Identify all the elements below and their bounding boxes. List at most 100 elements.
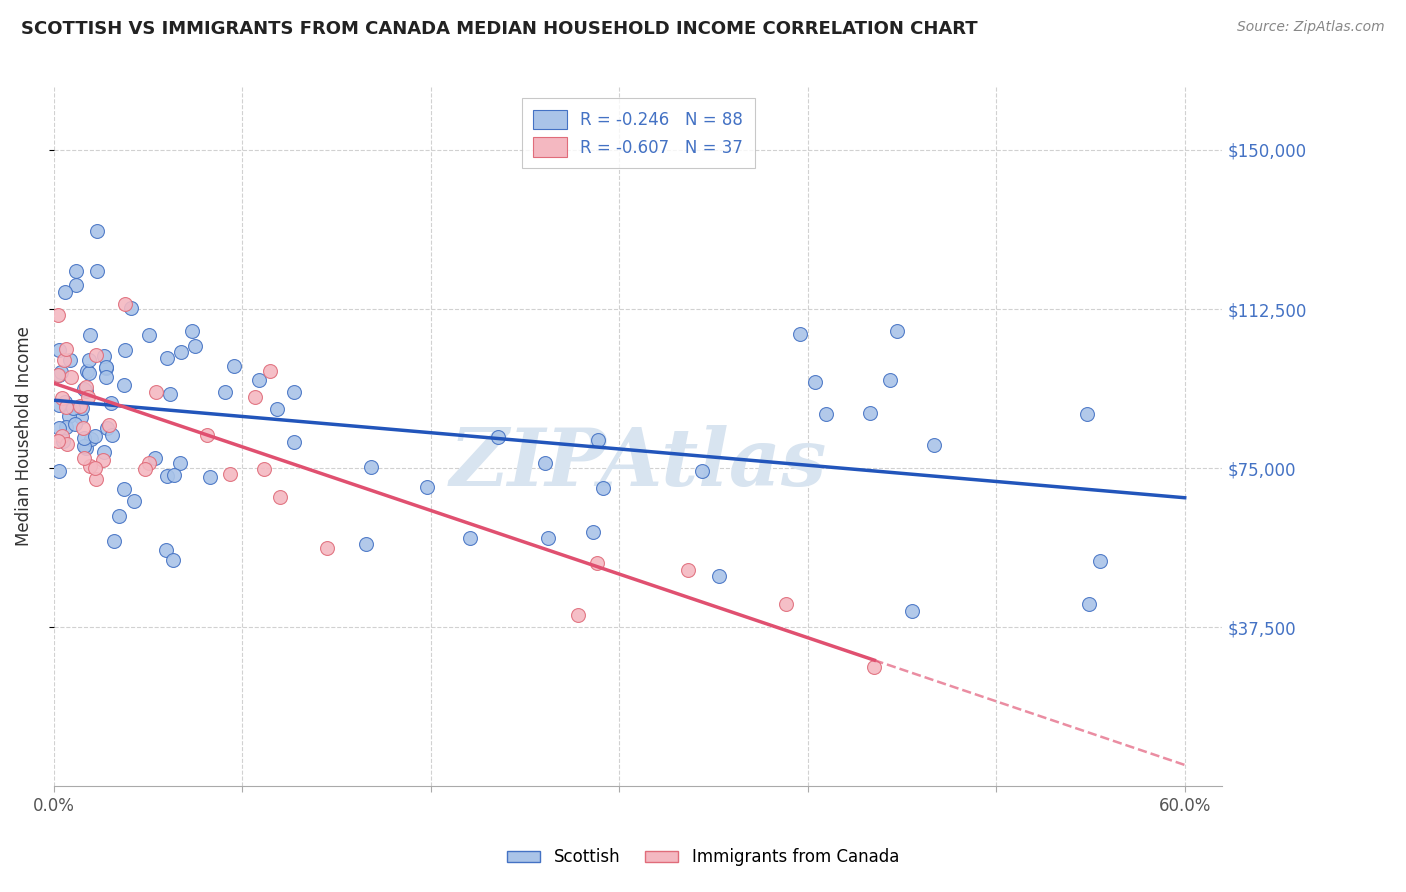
Point: [134, 461, 156, 475]
Point: [266, 402, 288, 417]
Point: [879, 373, 901, 387]
Point: [75, 384, 97, 398]
Point: [79, 459, 101, 474]
Legend: R = -0.246   N = 88, R = -0.607   N = 37: R = -0.246 N = 88, R = -0.607 N = 37: [522, 98, 755, 169]
Point: [243, 390, 266, 404]
Point: [91, 453, 114, 467]
Point: [46, 308, 69, 322]
Point: [537, 531, 560, 545]
Point: [195, 428, 218, 442]
Point: [690, 464, 713, 478]
Point: [143, 451, 166, 466]
Point: [198, 469, 221, 483]
Point: [486, 430, 509, 444]
Point: [73, 382, 96, 396]
Point: [80, 433, 103, 447]
Point: [55, 420, 77, 434]
Point: [533, 457, 555, 471]
Point: [86, 224, 108, 238]
Point: [59, 352, 82, 367]
Point: [316, 541, 339, 556]
Point: [678, 563, 700, 577]
Point: [62, 401, 84, 415]
Point: [585, 556, 607, 570]
Y-axis label: Median Household Income: Median Household Income: [15, 326, 32, 546]
Point: [48, 464, 70, 478]
Point: [84, 460, 107, 475]
Point: [218, 467, 240, 482]
Point: [65, 264, 87, 278]
Point: [100, 396, 122, 410]
Point: [97, 417, 120, 432]
Point: [65, 278, 87, 293]
Point: [247, 373, 270, 387]
Point: [924, 438, 946, 452]
Point: [86, 263, 108, 277]
Point: [56, 437, 79, 451]
Point: [138, 456, 160, 470]
Point: [46, 368, 69, 382]
Point: [112, 377, 135, 392]
Point: [180, 325, 202, 339]
Point: [51, 392, 73, 406]
Point: [804, 376, 827, 390]
Point: [458, 531, 481, 545]
Point: [103, 534, 125, 549]
Point: [76, 364, 98, 378]
Point: [100, 428, 122, 442]
Point: [707, 569, 730, 583]
Point: [901, 604, 924, 618]
Point: [863, 660, 886, 674]
Point: [588, 434, 610, 448]
Point: [283, 385, 305, 400]
Point: [155, 542, 177, 557]
Point: [93, 444, 115, 458]
Point: [1077, 597, 1099, 611]
Legend: Scottish, Immigrants from Canada: Scottish, Immigrants from Canada: [501, 842, 905, 873]
Point: [83, 429, 105, 443]
Point: [96, 420, 118, 434]
Point: [79, 328, 101, 343]
Point: [259, 364, 281, 378]
Point: [77, 390, 100, 404]
Point: [48, 421, 70, 435]
Point: [815, 407, 838, 421]
Point: [145, 384, 167, 399]
Point: [70, 401, 93, 416]
Point: [112, 482, 135, 496]
Point: [592, 481, 614, 495]
Point: [858, 406, 880, 420]
Point: [354, 537, 377, 551]
Point: [156, 351, 179, 366]
Point: [96, 370, 118, 384]
Point: [169, 456, 191, 470]
Point: [156, 469, 179, 483]
Point: [53, 395, 76, 409]
Point: [138, 327, 160, 342]
Text: SCOTTISH VS IMMIGRANTS FROM CANADA MEDIAN HOUSEHOLD INCOME CORRELATION CHART: SCOTTISH VS IMMIGRANTS FROM CANADA MEDIA…: [21, 20, 977, 37]
Point: [582, 525, 605, 540]
Point: [65, 417, 87, 431]
Point: [72, 439, 94, 453]
Point: [53, 285, 76, 300]
Point: [162, 552, 184, 566]
Point: [86, 348, 108, 362]
Point: [73, 431, 96, 445]
Point: [416, 480, 439, 494]
Text: Source: ZipAtlas.com: Source: ZipAtlas.com: [1237, 20, 1385, 34]
Point: [84, 472, 107, 486]
Point: [775, 597, 797, 611]
Point: [114, 343, 136, 358]
Text: ZIPAtlas: ZIPAtlas: [450, 425, 827, 503]
Point: [269, 490, 291, 504]
Point: [360, 459, 382, 474]
Point: [69, 399, 91, 413]
Point: [73, 450, 96, 465]
Point: [108, 508, 131, 523]
Point: [1076, 408, 1098, 422]
Point: [170, 344, 193, 359]
Point: [59, 370, 82, 384]
Point: [46, 434, 69, 448]
Point: [162, 468, 184, 483]
Point: [120, 301, 142, 315]
